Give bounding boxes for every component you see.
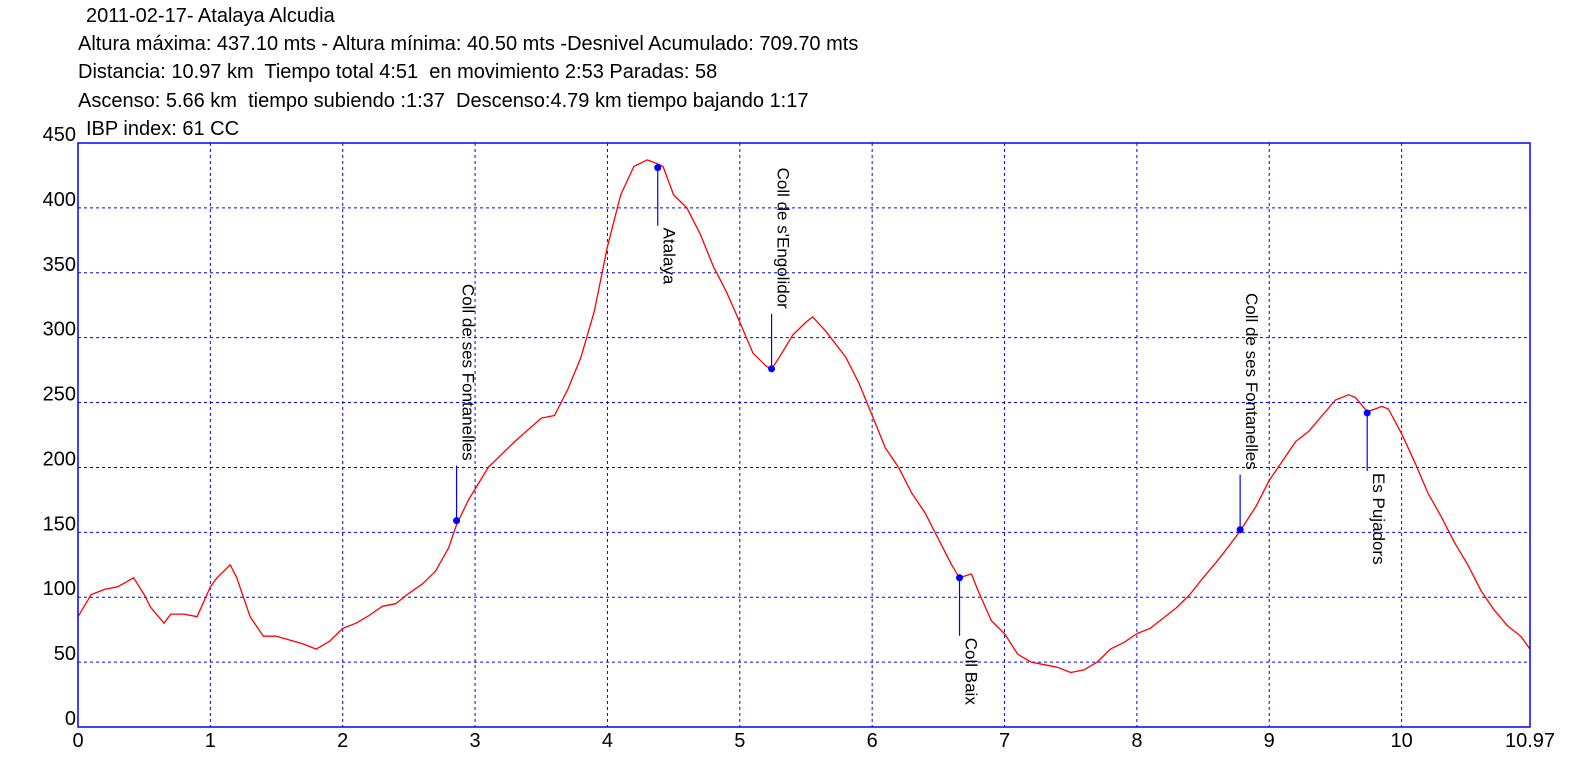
x-tick-label: 10 [1390, 730, 1412, 752]
y-tick-label: 100 [43, 578, 76, 600]
x-tick-label: 5 [734, 730, 745, 752]
y-tick-label: 200 [43, 448, 76, 470]
x-tick-label: 0 [72, 730, 83, 752]
profile-layer [77, 159, 1531, 674]
waypoint-marker [1363, 409, 1371, 417]
elevation-line [77, 159, 1531, 674]
plot-frame [77, 142, 1531, 728]
stats-line-distance: Distancia: 10.97 km Tiempo total 4:51 en… [78, 61, 718, 83]
waypoint-label: Coll de ses Fontanelles [1242, 293, 1261, 470]
x-tick-label: 6 [867, 730, 878, 752]
waypoint-label: Es Pujadors [1369, 473, 1388, 565]
y-tick-label: 400 [43, 189, 76, 211]
chart-title: 2011-02-17- Atalaya Alcudia [86, 5, 335, 27]
stats-line-ascent: Ascenso: 5.66 km tiempo subiendo :1:37 D… [78, 90, 809, 112]
x-tick-label: 7 [999, 730, 1010, 752]
waypoint-marker [956, 574, 964, 582]
x-tick-label: 9 [1264, 730, 1275, 752]
y-tick-label: 150 [43, 513, 76, 535]
y-tick-label: 250 [43, 384, 76, 406]
waypoint-label: Atalaya [660, 228, 679, 285]
y-tick-label: 450 [43, 124, 76, 146]
x-tick-label: 2 [337, 730, 348, 752]
grid [78, 143, 1530, 727]
waypoint-marker [453, 517, 461, 525]
stats-line-altitude: Altura máxima: 437.10 mts - Altura mínim… [78, 33, 859, 55]
x-axis-ticks: 0 1 2 3 4 5 6 7 8 9 10 10.97 [72, 730, 1555, 752]
waypoint-label: Coll Baix [962, 638, 981, 706]
waypoint-marker [768, 365, 776, 373]
y-tick-label: 50 [54, 643, 76, 665]
waypoint-marker [1236, 526, 1244, 534]
y-tick-label: 300 [43, 319, 76, 341]
waypoint-label: Coll de s'Engolidor [774, 168, 793, 310]
x-tick-label: 3 [470, 730, 481, 752]
x-tick-label: 8 [1131, 730, 1142, 752]
x-tick-label: 10.97 [1505, 730, 1555, 752]
waypoint-marker [654, 164, 662, 172]
x-tick-label: 4 [602, 730, 613, 752]
stats-line-ibp: IBP index: 61 CC [86, 118, 240, 140]
waypoint-label: Coll de ses Fontanelles [459, 284, 478, 461]
y-tick-label: 350 [43, 254, 76, 276]
waypoints: Coll de ses Fontanelles Atalaya Coll de s'… [453, 164, 1388, 705]
y-tick-label: 0 [65, 708, 76, 730]
x-tick-label: 1 [205, 730, 216, 752]
y-axis-ticks: 0 50 100 150 200 250 300 350 400 450 [43, 124, 76, 730]
